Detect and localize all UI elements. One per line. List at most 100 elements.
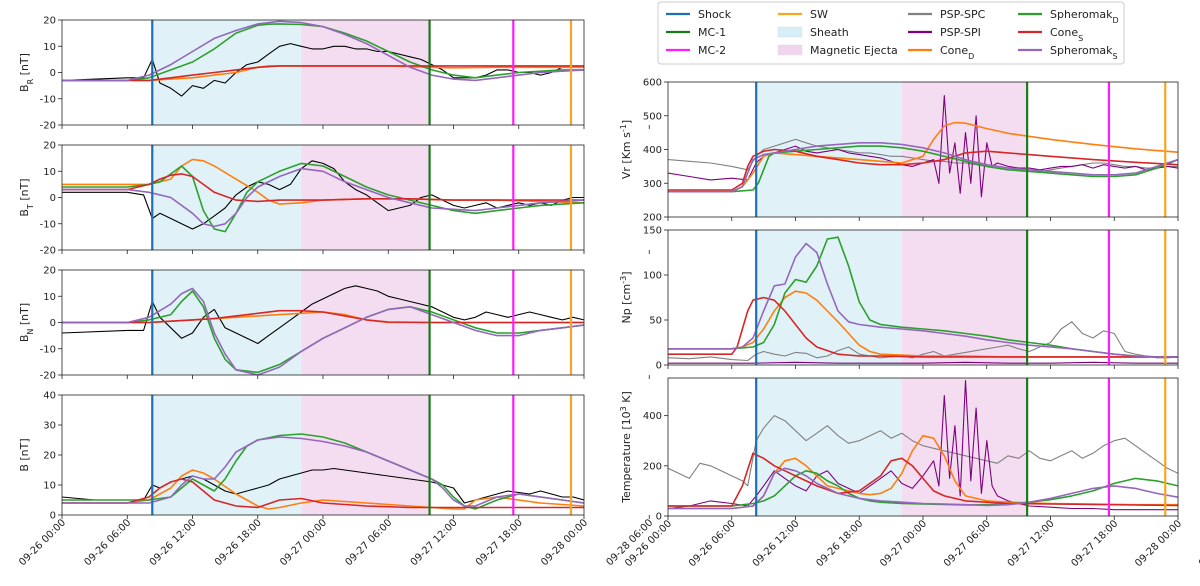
series-group xyxy=(62,433,584,510)
legend-item: PSP-SPC xyxy=(908,8,986,21)
panel-bt: -20 -10 0 10 20 BT [nT] xyxy=(18,141,650,257)
sheath-region xyxy=(152,270,302,375)
x-tick-label: 09-26 06:00 xyxy=(687,518,738,569)
x-tick-label: 09-27 00:00 xyxy=(278,517,329,568)
y-tick-label: 20 xyxy=(43,16,56,27)
y-axis-label: BN [nT] xyxy=(18,303,35,342)
legend-item: Magnetic Ejecta xyxy=(777,44,898,57)
x-tick-label: 09-27 18:00 xyxy=(474,517,525,568)
series-psp-spc xyxy=(668,138,1178,172)
series-spheromak-s xyxy=(668,467,1178,510)
y-tick-label: 500 xyxy=(643,111,662,122)
legend-label: PSP-SPI xyxy=(940,26,981,39)
series-cone-d xyxy=(668,434,1178,510)
sheath-region xyxy=(756,230,902,365)
legend-item: MC-1 xyxy=(666,26,726,39)
legend-box xyxy=(657,1,1125,65)
legend-label: ConeS xyxy=(1050,26,1083,43)
y-tick-label: 40 xyxy=(43,391,56,402)
series-psp-spi xyxy=(668,379,1178,511)
legend-label: Magnetic Ejecta xyxy=(810,44,898,57)
x-tick-label: 09-26 18:00 xyxy=(213,517,264,568)
y-tick-label: -10 xyxy=(40,94,56,105)
series-cone-s xyxy=(62,173,584,203)
y-tick-label: 200 xyxy=(643,461,662,472)
legend-item: Shock xyxy=(666,8,732,21)
x-tick-label: 09-27 06:00 xyxy=(942,518,993,569)
legend-item: SW xyxy=(778,8,828,21)
series-spheromak-d xyxy=(62,433,584,510)
series-spheromak-d xyxy=(668,470,1178,507)
legend-item: ConeS xyxy=(1018,26,1083,43)
y-tick-label: -20 xyxy=(40,121,56,132)
y-tick-label: 400 xyxy=(643,145,662,156)
series-group xyxy=(62,158,584,233)
series-cone-d xyxy=(668,121,1178,193)
legend-item: SpheromakS xyxy=(1018,44,1118,61)
y-tick-label: 30 xyxy=(43,421,56,432)
ejecta-region xyxy=(301,20,430,125)
y-tick-label: 0 xyxy=(50,68,56,79)
y-tick-label: 400 xyxy=(643,411,662,422)
legend-label: MC-2 xyxy=(698,44,726,57)
y-tick-label: 0 xyxy=(50,318,56,329)
y-tick-label: 600 xyxy=(643,78,662,89)
y-tick-label: 10 xyxy=(43,167,56,178)
legend-swatch xyxy=(777,44,803,56)
y-tick-label: 300 xyxy=(643,179,662,190)
y-tick-label: 0 xyxy=(50,511,56,522)
series-psp xyxy=(62,43,584,97)
legend-label: MC-1 xyxy=(698,26,726,39)
x-tick-label: 09-28 00:00 xyxy=(539,517,590,568)
x-tick-label: 09-28 00:00 xyxy=(1133,518,1184,569)
series-cone-s xyxy=(668,148,1178,191)
series-cone-d xyxy=(62,469,584,510)
panel-br: -20 -10 0 10 20 BR [nT] xyxy=(18,16,650,132)
x-tick-label: 09-26 12:00 xyxy=(751,518,802,569)
x-tick-label: 09-26 00:00 xyxy=(17,517,68,568)
panel-b: 0 10 20 30 40 09-26 00:00 09-26 06:00 09-26 12:… xyxy=(17,391,655,569)
y-tick-label: -10 xyxy=(40,219,56,230)
series-spheromak-d xyxy=(62,162,584,233)
series-cone-s xyxy=(668,296,1178,358)
series-psp xyxy=(62,160,584,230)
series-cone-s xyxy=(62,65,584,82)
legend-swatch xyxy=(777,26,803,38)
series-group xyxy=(62,285,584,375)
legend-label: Shock xyxy=(698,8,732,21)
y-tick-label: 0 xyxy=(656,512,662,523)
sheath-region xyxy=(152,20,302,125)
y-axis-label: B [nT] xyxy=(18,438,31,471)
y-tick-label: -20 xyxy=(40,371,56,382)
series-cone-s xyxy=(62,309,584,324)
legend-label: ConeD xyxy=(940,44,974,61)
y-tick-label: 20 xyxy=(43,141,56,152)
series-spheromak-s xyxy=(62,287,584,375)
legend-item: Sheath xyxy=(777,26,849,39)
legend: Shock MC-1 MC-2 SW Sheath Magnetic Ejecta PSP-… xyxy=(657,1,1125,65)
series-spheromak-s xyxy=(668,142,1178,193)
series-group xyxy=(668,236,1178,364)
series-cone-s xyxy=(62,478,584,509)
legend-item: MC-2 xyxy=(666,44,726,57)
y-tick-label: -10 xyxy=(40,344,56,355)
ejecta-region xyxy=(301,145,430,250)
series-group xyxy=(668,94,1178,198)
x-tick-label: 09-26 18:00 xyxy=(814,518,865,569)
x-tick-label: 09-27 06:00 xyxy=(343,517,394,568)
series-cone-s xyxy=(668,452,1178,507)
series-psp xyxy=(62,285,584,345)
series-spheromak-s xyxy=(62,436,584,507)
y-tick-label: 50 xyxy=(649,316,662,327)
x-tick-label: 09-26 12:00 xyxy=(148,517,199,568)
legend-item: ConeD xyxy=(908,44,974,61)
legend-label: SpheromakD xyxy=(1050,8,1119,25)
y-tick-label: 10 xyxy=(43,481,56,492)
series-spheromak-s xyxy=(668,242,1178,358)
series-spheromak-s xyxy=(62,20,584,82)
sheath-region xyxy=(152,395,302,515)
panel-np: 0 50 100 150 Np [cm-3] xyxy=(619,226,1179,372)
legend-label: Sheath xyxy=(810,26,849,39)
